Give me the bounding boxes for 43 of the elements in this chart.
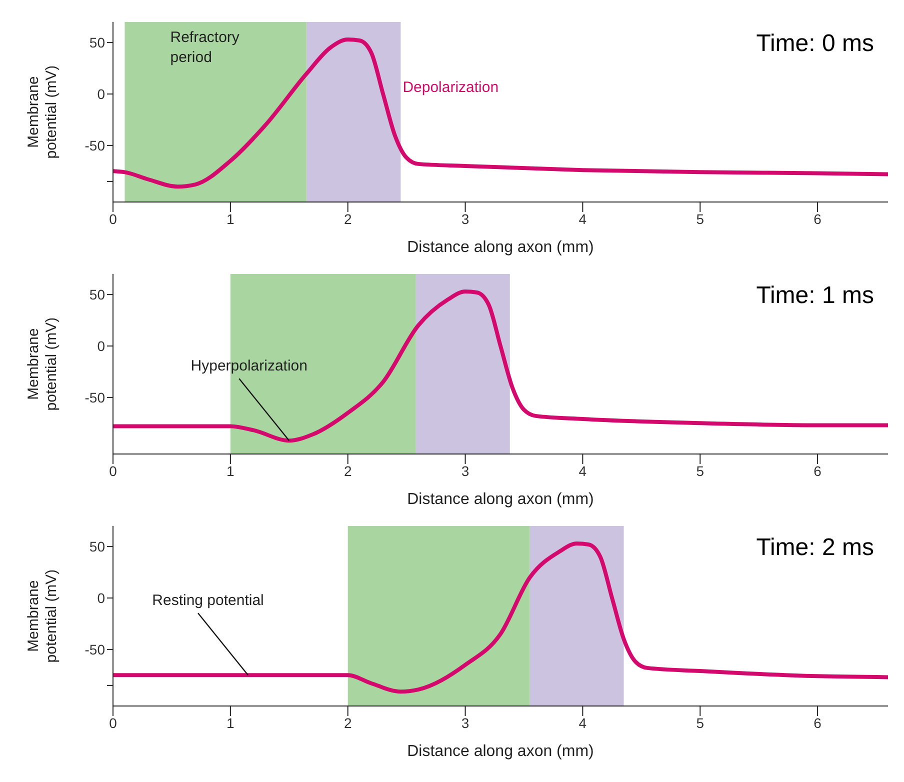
annotation: Hyperpolarization [190,358,308,375]
x-tick-label: 5 [696,210,704,227]
y-tick-label: 0 [97,338,106,354]
x-axis-title: Distance along axon (mm) [407,743,594,760]
x-axis-title: Distance along axon (mm) [407,239,594,256]
y-tick-label: 50 [89,286,106,303]
x-tick-label: 4 [578,462,587,479]
y-tick-label: 50 [89,538,106,555]
x-tick-label: 0 [109,714,118,731]
x-tick-label: 3 [461,210,470,227]
x-tick-label: 3 [461,714,470,731]
y-tick-label: 0 [97,590,106,606]
x-tick-label: 5 [696,462,704,479]
band-label: Refractory period [170,29,240,66]
x-tick-label: 1 [226,210,235,227]
x-tick-label: 4 [578,210,587,227]
x-axis-title: Distance along axon (mm) [407,491,594,508]
y-axis-title: Membrane potential (mV) [25,317,60,411]
x-tick-label: 4 [578,714,587,731]
x-tick-label: 5 [696,714,704,731]
y-tick-label: 50 [89,34,106,51]
annotation: Time: 1 ms [756,282,874,310]
x-tick-label: 1 [226,462,235,479]
annotation: Time: 0 ms [756,30,874,58]
x-tick-label: 0 [109,210,118,227]
x-tick-label: 6 [814,462,822,479]
y-tick-label: -50 [84,137,106,154]
x-tick-label: 3 [461,462,470,479]
x-tick-label: 6 [814,714,822,731]
annotation: Resting potential [152,592,264,610]
y-axis-title: Membrane potential (mV) [25,65,60,159]
y-tick-label: -50 [84,641,106,658]
x-tick-label: 2 [344,714,352,731]
y-tick-label: -50 [84,389,106,406]
y-axis-title: Membrane potential (mV) [25,569,60,663]
x-tick-label: 2 [344,210,352,227]
annotation: Time: 2 ms [756,534,874,562]
band-label: Depolarization [402,79,499,96]
x-tick-label: 2 [344,462,352,479]
x-tick-label: 1 [226,714,235,731]
y-tick-label: 0 [97,86,106,102]
x-tick-label: 6 [814,210,822,227]
x-tick-label: 0 [109,462,118,479]
